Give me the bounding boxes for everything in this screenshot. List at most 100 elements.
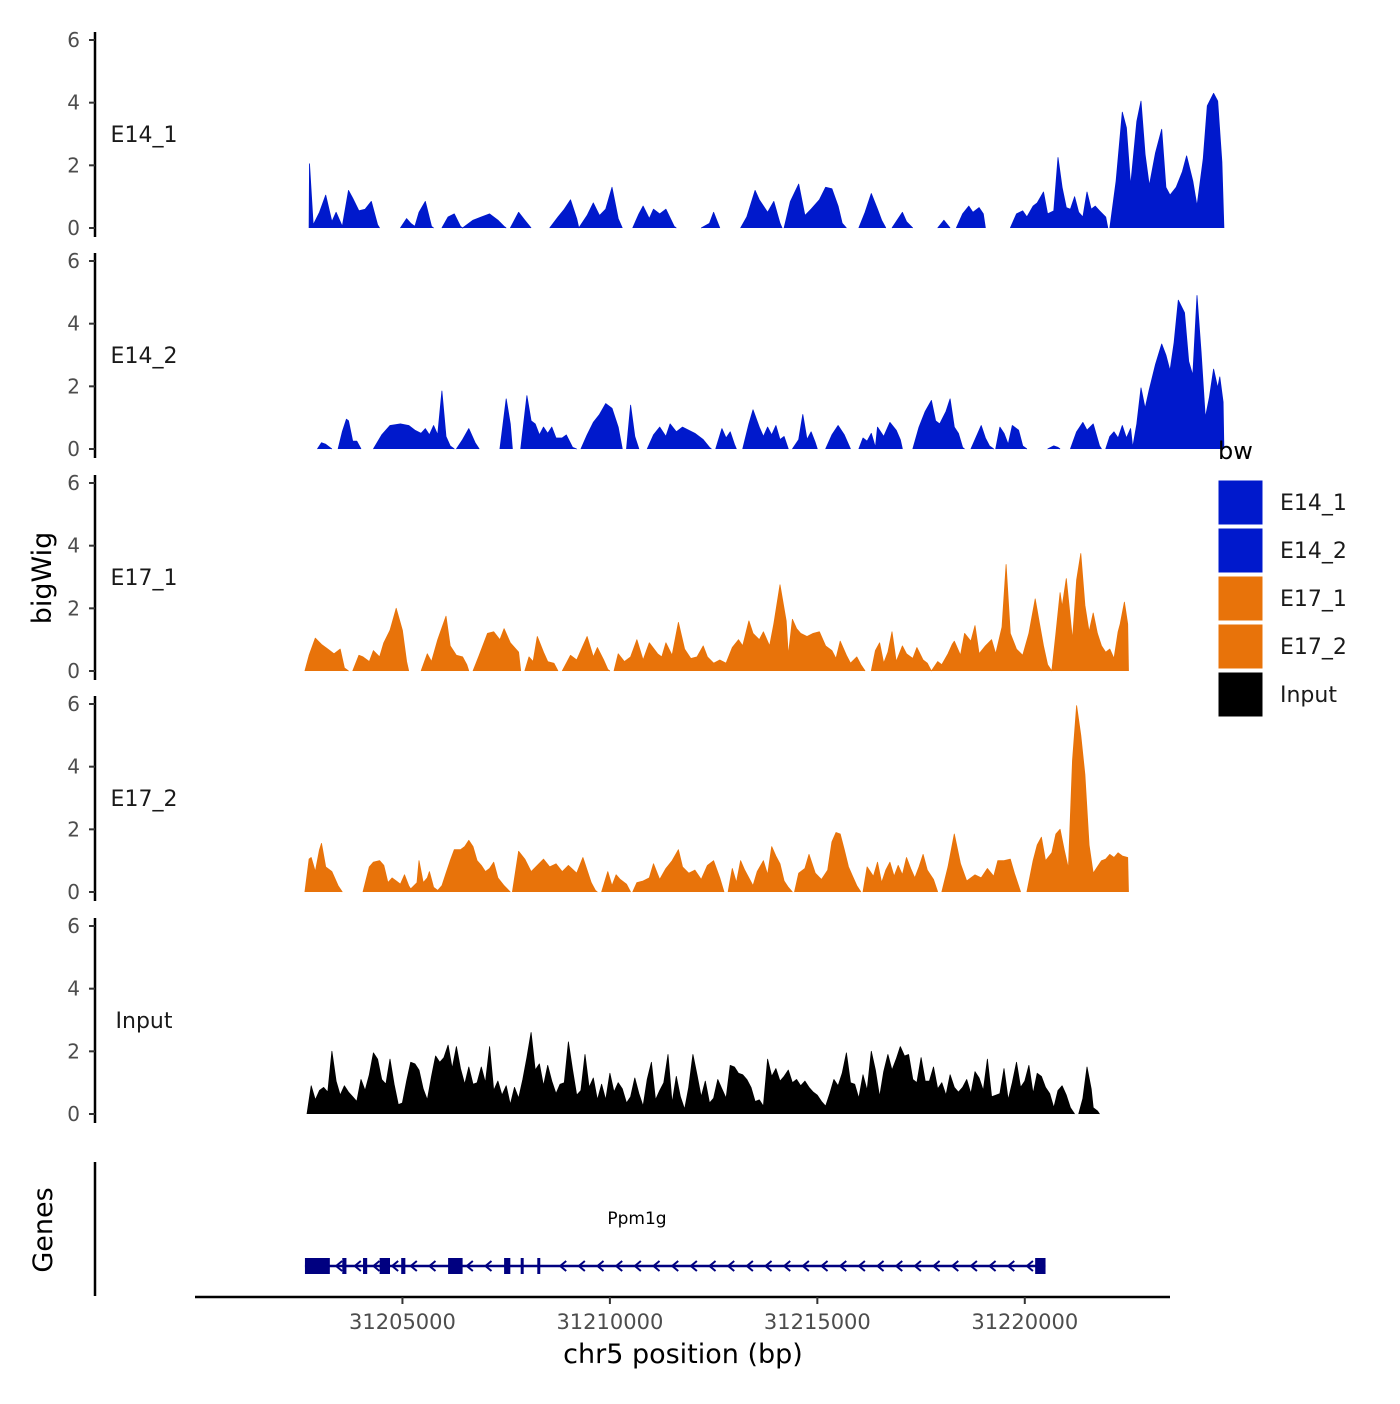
strand-arrow [670,1260,679,1272]
legend-label: E17_2 [1280,635,1347,660]
track-label: E17_2 [111,787,178,812]
strand-arrow [726,1260,735,1272]
y-tick-label: 4 [67,312,80,336]
strand-arrow [801,1260,810,1272]
legend-swatch [1217,671,1264,718]
y-tick-label: 0 [67,659,80,683]
gene-exon [520,1258,524,1274]
strand-arrow [745,1260,754,1272]
strand-arrow [614,1260,623,1272]
y-tick-label: 4 [67,534,80,558]
strand-arrow [465,1260,474,1272]
legend-swatch [1217,623,1264,670]
legend-label: E17_1 [1280,587,1347,612]
x-tick-label: 31205000 [349,1310,456,1334]
strand-arrow [409,1260,418,1272]
strand-arrow [353,1260,362,1272]
y-tick-label: 4 [67,91,80,115]
gene-exon [342,1258,347,1274]
track-panel-e17-1: 0 2 4 6 E17_1 [67,471,1129,683]
strand-arrow [427,1260,437,1272]
coverage-area-input [306,1032,1100,1115]
strand-arrow [894,1260,903,1272]
y-tick-label: 2 [67,817,80,841]
strand-arrow [763,1260,773,1272]
strand-arrow [1006,1260,1015,1272]
y-tick-label: 0 [67,437,80,461]
genes-track-label: Genes [28,1187,59,1272]
strand-arrow [595,1260,605,1272]
y-tick-label: 0 [67,1102,80,1126]
coverage-area-e17-1 [304,553,1129,672]
y-tick-label: 4 [67,755,80,779]
y-tick-label: 2 [67,1039,80,1063]
legend-label: E14_1 [1280,491,1347,516]
coverage-area-e17-2 [304,705,1129,893]
y-tick-label: 4 [67,977,80,1001]
strand-arrow [913,1260,922,1272]
strand-arrow [558,1260,567,1272]
track-label: Input [116,1009,173,1034]
gene-track: Genes Ppm1g [28,1162,1046,1296]
strand-arrow [950,1260,959,1272]
track-panel-input: 0 2 4 6 Input [67,914,1100,1126]
legend-label: E14_2 [1280,539,1347,564]
x-tick-label: 31220000 [971,1310,1078,1334]
strand-arrow [334,1260,343,1272]
y-tick-label: 2 [67,153,80,177]
strand-arrow [820,1260,829,1272]
y-tick-label: 2 [67,596,80,620]
gene-exon [448,1258,463,1274]
track-panel-e14-2: 0 2 4 6 E14_2 [67,249,1225,461]
strand-arrow [651,1260,661,1272]
track-label: E14_1 [111,123,178,148]
legend-label: Input [1280,683,1337,708]
coverage-area-e14-1 [308,92,1225,229]
gene-exon [363,1258,368,1274]
strand-arrow [782,1260,791,1272]
y-tick-label: 2 [67,374,80,398]
y-tick-label: 6 [67,471,80,495]
tracks-layer: 0 2 4 6 E14_1 0 2 4 6 E14_2 0 2 4 6 E17_1 0 2 4 6 E17_2 0 2 4 6… [67,28,1225,1126]
strand-arrow [633,1260,642,1272]
strand-arrow [390,1260,399,1272]
y-tick-label: 0 [67,880,80,904]
x-axis-title: chr5 position (bp) [563,1339,803,1370]
x-tick-label: 31210000 [556,1310,663,1334]
track-label: E17_1 [111,566,178,591]
x-axis: chr5 position (bp) 31205000 31210000 31215… [195,1295,1170,1370]
track-panel-e14-1: 0 2 4 6 E14_1 [67,28,1225,240]
y-axis-title: bigWig [27,532,58,625]
legend-swatch [1217,479,1264,526]
strand-arrow [876,1260,885,1272]
y-tick-label: 6 [67,914,80,938]
track-panel-e17-2: 0 2 4 6 E17_2 [67,692,1129,904]
strand-arrow [577,1260,586,1272]
strand-arrow [969,1260,978,1272]
legend: bw E14_1 E14_2 E17_1 E17_2 Input [1217,437,1347,718]
strand-arrow [371,1260,381,1272]
gene-exon [537,1258,541,1274]
legend-swatch [1217,575,1264,622]
gene-exon [304,1258,330,1274]
x-tick-label: 31215000 [764,1310,871,1334]
strand-arrow [838,1260,847,1272]
strand-arrow [707,1260,717,1272]
track-label: E14_2 [111,344,178,369]
legend-swatch [1217,527,1264,574]
gene-exon [504,1258,511,1274]
strand-arrow [689,1260,698,1272]
gene-exon [1035,1258,1046,1274]
y-tick-label: 6 [67,692,80,716]
gene-exon [379,1258,390,1274]
y-tick-label: 0 [67,216,80,240]
legend-title: bw [1218,437,1253,465]
strand-arrow [857,1260,866,1272]
strand-arrow [988,1260,997,1272]
gene-exon [401,1258,406,1274]
gene-name-label: Ppm1g [607,1209,666,1229]
coverage-area-e14-2 [317,295,1225,450]
strand-arrow [1025,1260,1034,1272]
